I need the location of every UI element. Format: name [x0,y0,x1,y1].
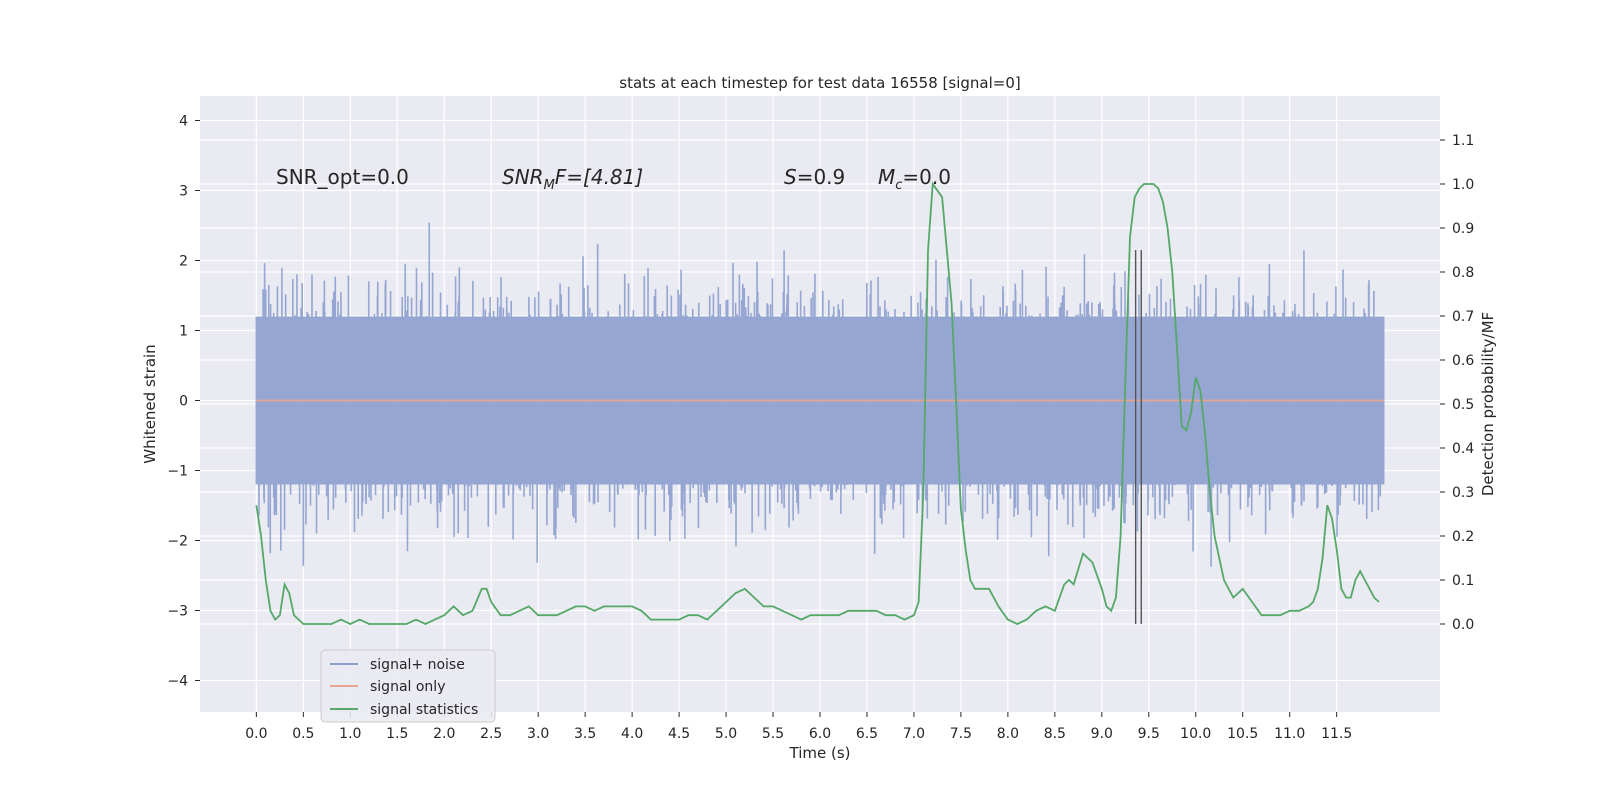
y-right-tick-label: 0.8 [1452,265,1474,281]
legend-label-signal-noise: signal+ noise [370,657,465,673]
x-tick-label: 3.5 [574,726,596,742]
x-tick-label: 11.5 [1321,726,1352,742]
y-left-tick-label: 4 [179,114,188,130]
series-signal-statistics [255,181,1380,625]
y-left-tick-label: 2 [179,254,188,270]
y-left-tick-label: −2 [167,534,188,550]
y-left-tick-label: −1 [167,464,188,480]
y-right-tick-label: 0.6 [1452,353,1474,369]
x-tick-label: 1.5 [386,726,408,742]
y-right-tick-label: 1.1 [1452,133,1474,149]
chart-title: stats at each timestep for test data 165… [619,74,1020,92]
x-tick-label: 0.0 [245,726,267,742]
x-tick-label: 8.5 [1044,726,1066,742]
x-tick-label: 9.0 [1091,726,1113,742]
annotation-s: S=0.9 [784,165,845,189]
x-tick-label: 10.5 [1227,726,1258,742]
annotation-snr-mf: SNRMF=[4.81] [502,165,643,193]
x-tick-label: 7.5 [950,726,972,742]
event-markers [1134,250,1142,624]
y-left-tick-label: 0 [179,394,188,410]
x-axis-ticks: 0.0 0.5 1.0 1.5 2.0 2.5 3.0 3.5 4.0 4.5 5.0 5.5 6.0 6… [245,712,1352,742]
y-left-tick-label: 1 [179,324,188,340]
annotation-mc: Mc=0.0 [878,165,951,193]
x-axis-label: Time (s) [789,744,851,762]
y-axis-right-ticks: 0.0 0.1 0.2 0.3 0.4 0.5 0.6 0.7 0.8 0.9 1.0 1.1 [1440,133,1474,633]
x-tick-label: 9.5 [1138,726,1160,742]
x-tick-label: 10.0 [1180,726,1211,742]
x-tick-label: 0.5 [292,726,314,742]
x-tick-label: 4.0 [621,726,643,742]
x-tick-label: 3.0 [527,726,549,742]
legend: signal+ noise signal only signal statist… [320,649,496,723]
y-left-tick-label: −3 [167,604,188,620]
y-right-tick-label: 1.0 [1452,177,1474,193]
y-axis-left-ticks: −4 −3 −2 −1 0 1 2 3 4 [167,114,200,690]
y-right-tick-label: 0.0 [1452,617,1474,633]
x-tick-label: 8.0 [997,726,1019,742]
y-left-tick-label: 3 [179,184,188,200]
x-tick-label: 6.0 [809,726,831,742]
x-tick-label: 1.0 [339,726,361,742]
y-right-tick-label: 0.1 [1452,573,1474,589]
x-tick-label: 5.5 [762,726,784,742]
y-right-tick-label: 0.7 [1452,309,1474,325]
y-axis-left-label: Whitened strain [141,344,159,463]
legend-box [320,649,496,723]
y-right-tick-label: 0.9 [1452,221,1474,237]
y-right-tick-label: 0.4 [1452,441,1474,457]
y-right-tick-label: 0.3 [1452,485,1474,501]
y-left-tick-label: −4 [167,674,188,690]
x-tick-label: 2.0 [433,726,455,742]
y-right-tick-label: 0.5 [1452,397,1474,413]
y-axis-right-label: Detection probability/MF [1479,312,1497,496]
annotation-snr-opt: SNR_opt=0.0 [276,165,409,189]
legend-label-signal-only: signal only [370,679,445,695]
x-tick-label: 6.5 [856,726,878,742]
y-right-tick-label: 0.2 [1452,529,1474,545]
x-tick-label: 2.5 [480,726,502,742]
legend-label-signal-statistics: signal statistics [370,702,478,718]
x-tick-label: 7.0 [903,726,925,742]
x-tick-label: 5.0 [715,726,737,742]
x-tick-label: 11.0 [1274,726,1305,742]
x-tick-label: 4.5 [668,726,690,742]
